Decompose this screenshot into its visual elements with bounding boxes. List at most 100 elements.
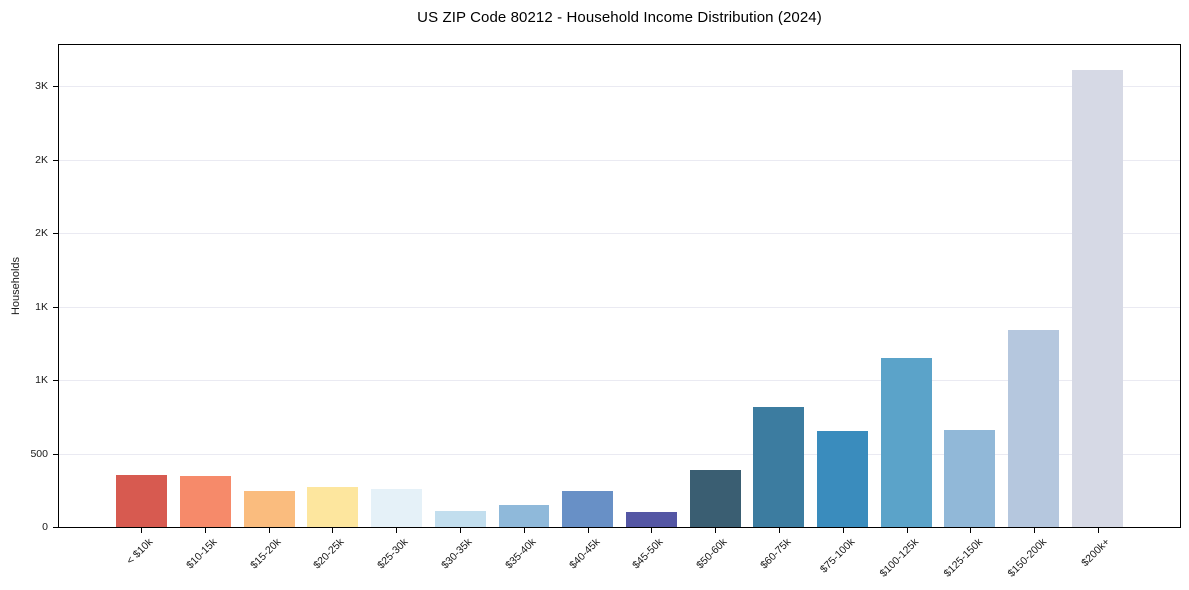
x-tick-label: $35-40k — [502, 536, 539, 572]
y-tick-label: 2K — [35, 227, 48, 240]
gridline — [59, 380, 1180, 382]
x-label-slot: $75-100k — [811, 528, 875, 589]
gridline — [59, 453, 1180, 455]
bar — [498, 504, 550, 527]
bar — [434, 510, 486, 527]
x-label-slot: $45-50k — [620, 528, 684, 589]
bar-slot — [938, 45, 1002, 527]
x-label-slot: $125-150k — [939, 528, 1003, 589]
bar-slot — [811, 45, 875, 527]
x-tick-label: $150-200k — [1005, 536, 1049, 580]
bar — [1008, 330, 1059, 527]
x-label-slot: $100-125k — [875, 528, 939, 589]
y-tick-mark — [53, 380, 58, 382]
y-axis-label: Households — [10, 256, 22, 316]
bar — [625, 511, 677, 527]
gridline — [59, 233, 1180, 235]
x-tick-label: $30-35k — [439, 536, 475, 572]
y-tick-label: 1K — [35, 300, 48, 313]
y-tick-mark — [53, 453, 58, 455]
bar — [180, 476, 231, 527]
x-tick-mark — [332, 528, 334, 533]
x-tick-label: < $10k — [124, 536, 156, 567]
x-tick-mark — [396, 528, 398, 533]
bar-slot — [110, 45, 174, 527]
x-label-slot: $20-25k — [300, 528, 364, 589]
x-tick-label: $40-45k — [566, 536, 603, 572]
x-label-slot: $30-35k — [428, 528, 492, 589]
bar-slot — [1002, 45, 1066, 527]
y-tick-label: 2K — [35, 153, 48, 166]
x-label-slot: $40-45k — [556, 528, 620, 589]
bar — [307, 487, 359, 527]
y-tick-label: 500 — [30, 447, 48, 460]
x-label-slot: $25-30k — [364, 528, 428, 589]
bar — [243, 491, 295, 527]
bar — [116, 474, 168, 527]
bar-slot — [301, 45, 365, 527]
x-tick-label: $200k+ — [1079, 536, 1113, 570]
gridline — [59, 86, 1180, 88]
x-tick-mark — [204, 528, 206, 533]
bar-slot — [174, 45, 238, 527]
x-tick-label: $60-75k — [758, 536, 794, 572]
bar-slot — [620, 45, 684, 527]
x-tick-mark — [523, 528, 525, 533]
y-tick-label: 3K — [35, 80, 48, 93]
x-tick-label: $20-25k — [311, 536, 347, 572]
x-label-slot: $200k+ — [1066, 528, 1130, 589]
bar — [816, 430, 868, 527]
bar — [1071, 69, 1123, 527]
x-tick-mark — [459, 528, 461, 533]
x-tick-label: $25-30k — [375, 536, 411, 572]
y-tick-label: 0 — [42, 521, 48, 533]
x-tick-mark — [1034, 528, 1036, 533]
bar-slot — [237, 45, 301, 527]
x-label-slot: $60-75k — [747, 528, 811, 589]
x-label-slot: < $10k — [109, 528, 173, 589]
bar — [944, 430, 996, 527]
x-tick-mark — [970, 528, 972, 533]
x-tick-label: $125-150k — [941, 536, 985, 580]
chart-title: US ZIP Code 80212 - Household Income Dis… — [417, 9, 822, 26]
x-label-slot: $35-40k — [492, 528, 556, 589]
bar — [371, 488, 423, 527]
x-tick-mark — [651, 528, 653, 533]
plot-area: 0 500 1K 1K 2K 2K 3K — [30, 44, 1181, 533]
x-tick-label: $100-125k — [877, 536, 922, 580]
bar-slot — [492, 45, 556, 527]
bar-slot — [365, 45, 429, 527]
x-axis: < $10k $10-15k $15-20k $20-25k $25-30k $30-35… — [58, 528, 1181, 589]
x-tick-mark — [715, 528, 717, 533]
bar-slot — [747, 45, 811, 527]
x-tick-label: $75-100k — [817, 536, 858, 576]
x-tick-mark — [268, 528, 270, 533]
y-tick-mark — [53, 233, 58, 235]
bar — [753, 407, 805, 527]
x-tick-mark — [1098, 528, 1100, 533]
x-tick-label: $50-60k — [694, 536, 730, 572]
y-tick-mark — [53, 306, 58, 308]
bar-slot — [874, 45, 938, 527]
gridline — [59, 306, 1180, 308]
x-tick-label: $10-15k — [183, 536, 220, 572]
bar-group — [59, 45, 1180, 527]
gridline — [59, 159, 1180, 161]
x-tick-mark — [587, 528, 589, 533]
bar — [562, 491, 614, 527]
bar-slot — [683, 45, 747, 527]
y-tick-mark — [53, 86, 58, 88]
x-tick-mark — [140, 528, 142, 533]
bar-slot — [1065, 45, 1129, 527]
x-tick-mark — [779, 528, 781, 533]
x-label-slot: $50-60k — [683, 528, 747, 589]
bar-slot — [428, 45, 492, 527]
bar — [880, 358, 932, 527]
bar-slot — [556, 45, 620, 527]
y-tick-label: 1K — [35, 374, 48, 387]
x-label-slot: $10-15k — [173, 528, 237, 589]
x-tick-label: $45-50k — [630, 536, 666, 572]
x-label-slot: $15-20k — [237, 528, 301, 589]
x-tick-label: $15-20k — [247, 536, 284, 572]
